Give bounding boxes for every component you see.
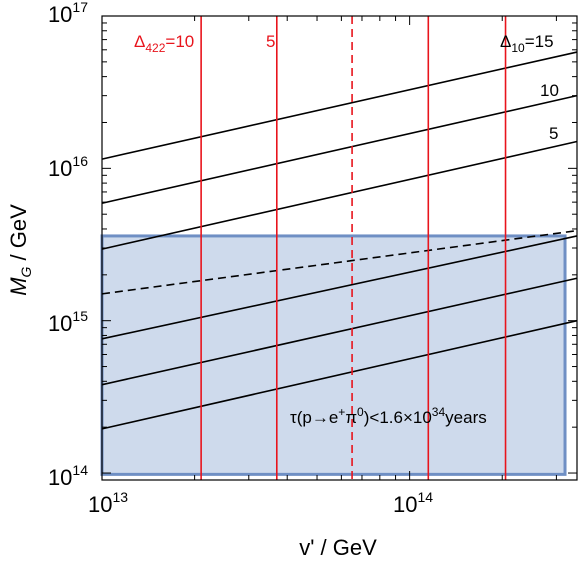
y-tick-label: 1016 (48, 153, 88, 181)
ticks-group (101, 15, 577, 481)
y-tick-label: 1015 (48, 308, 88, 336)
x-axis-title: v' / GeV (299, 535, 377, 560)
y-tick-label: 1014 (48, 462, 88, 490)
black-lines-group (101, 51, 578, 430)
delta10-label: Δ10=15 (500, 32, 554, 55)
delta422-label: Δ422=10 (134, 32, 194, 55)
black-line (101, 235, 578, 340)
black-5-label: 5 (549, 124, 558, 143)
x-tick-label: 1013 (88, 489, 128, 517)
black-10-label: 10 (540, 81, 559, 100)
black-line (101, 277, 578, 386)
black-line (101, 94, 578, 205)
red-lines-group (200, 16, 507, 480)
black-line (101, 51, 578, 160)
x-tick-label: 1014 (393, 489, 433, 517)
black-line (101, 319, 578, 430)
red-5-label: 5 (266, 32, 275, 51)
black-line (101, 140, 578, 250)
black-dashed-line (101, 229, 578, 295)
proton-decay-label: τ(p→e+π0)<1.6×1034years (290, 405, 487, 427)
y-tick-label: 1017 (48, 0, 88, 27)
excluded-region (100, 234, 567, 476)
y-axis-title: MG / GeV (6, 204, 34, 296)
